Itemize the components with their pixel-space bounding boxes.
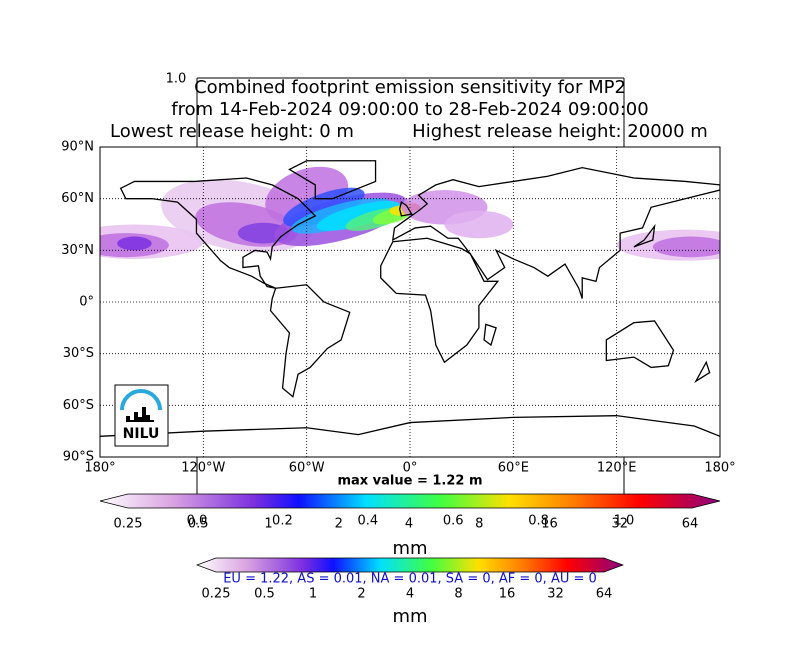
colorbar-tick: 2 xyxy=(357,587,365,602)
colorbar-tick: 64 xyxy=(682,517,699,532)
overlay-tick: 1.0 xyxy=(166,72,187,87)
logo: NILU xyxy=(114,384,169,447)
lon-label: 120°E xyxy=(597,461,637,476)
coastline xyxy=(288,160,377,200)
lon-label: 180° xyxy=(704,461,735,476)
colorbar-label: mm xyxy=(392,538,427,559)
colorbar xyxy=(195,557,625,573)
lon-label: 120°W xyxy=(181,461,225,476)
colorbar-tick: 1 xyxy=(309,587,317,602)
lon-label: 180° xyxy=(84,461,115,476)
lon-label: 60°W xyxy=(289,461,325,476)
plume xyxy=(117,236,152,251)
colorbar-tick: 16 xyxy=(541,517,558,532)
lat-label: 60°N xyxy=(61,191,94,206)
plume xyxy=(283,187,365,227)
overlay-tick: 0.0 xyxy=(187,514,208,529)
colorbar-tick: 4 xyxy=(405,517,413,532)
lon-label: 60°E xyxy=(498,461,529,476)
overlay-tick: 1.0 xyxy=(614,514,635,529)
colorbar-tick: 1 xyxy=(264,517,272,532)
plume xyxy=(316,200,401,231)
coastline xyxy=(605,320,675,369)
lat-label: 90°S xyxy=(63,450,94,465)
coastline xyxy=(119,177,317,289)
coastline xyxy=(483,323,497,347)
coastline xyxy=(398,201,413,217)
coastline xyxy=(391,167,720,299)
title: Combined footprint emission sensitivity … xyxy=(194,77,626,98)
max-value: max value = 1.22 m xyxy=(337,474,482,489)
colorbar-tick: 0.25 xyxy=(202,587,231,602)
colorbar-tick: 2 xyxy=(335,517,343,532)
logo-text: NILU xyxy=(123,426,160,442)
lat-label: 30°N xyxy=(61,243,94,258)
colorbar-tick: 32 xyxy=(611,517,628,532)
map-frame xyxy=(99,146,721,458)
region-totals: EU = 1.22, AS = 0.01, NA = 0.01, SA = 0,… xyxy=(223,572,597,587)
coastline xyxy=(269,284,351,398)
colorbar-tick: 0.5 xyxy=(188,517,209,532)
colorbar-tick: 4 xyxy=(406,587,414,602)
lat-label: 0° xyxy=(79,295,94,310)
colorbar-tick: 8 xyxy=(454,587,462,602)
coastline xyxy=(694,360,711,384)
colorbar-label: mm xyxy=(392,606,427,627)
colorbar-tick: 32 xyxy=(547,587,564,602)
lat-label: 30°S xyxy=(63,346,94,361)
colorbar-tick: 64 xyxy=(596,587,613,602)
coastline xyxy=(633,223,656,248)
plume xyxy=(444,210,514,239)
lat-label: 90°N xyxy=(61,140,94,155)
colorbar-tick: 0.25 xyxy=(114,517,143,532)
overlay-tick: 0.8 xyxy=(528,514,549,529)
coastline xyxy=(100,415,720,437)
overlay-tick: 0.2 xyxy=(272,514,293,529)
lowest-height: Lowest release height: 0 m xyxy=(110,121,354,142)
colorbar-tick: 16 xyxy=(499,587,516,602)
highest-height: Highest release height: 20000 m xyxy=(412,121,708,142)
coastline xyxy=(380,237,500,364)
map xyxy=(100,147,720,457)
overlay-tick: 0.6 xyxy=(443,514,464,529)
colorbar-tick: 8 xyxy=(475,517,483,532)
colorbar-tick: 0.5 xyxy=(254,587,275,602)
lon-label: 0° xyxy=(403,461,418,476)
overlay-tick: 0.4 xyxy=(357,514,378,529)
lat-label: 60°S xyxy=(63,398,94,413)
colorbar xyxy=(99,493,721,509)
plume xyxy=(652,236,720,258)
subtitle: from 14-Feb-2024 09:00:00 to 28-Feb-2024… xyxy=(171,99,648,120)
